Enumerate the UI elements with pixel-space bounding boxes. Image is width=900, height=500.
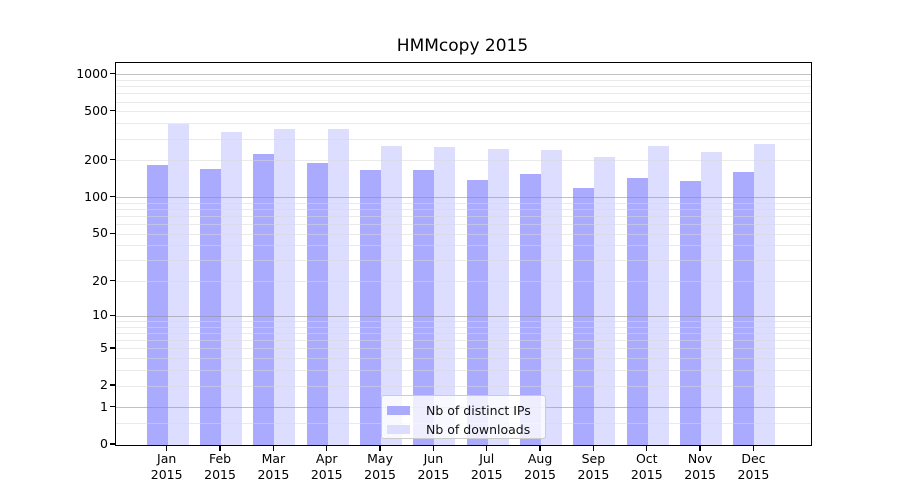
y-tick-label: 0 (100, 436, 108, 451)
bar-downloads-nov-2015 (701, 152, 723, 445)
x-tick-label: Jan 2015 (150, 451, 183, 482)
x-tick-label: Mar 2015 (257, 451, 290, 482)
y-tick-mark (109, 314, 115, 317)
legend-item-distinct-ips: Nb of distinct IPs (387, 401, 545, 420)
y-tick-label: 1 (100, 398, 108, 414)
x-tick-label: Dec 2015 (737, 451, 770, 482)
x-tick-label: Oct 2015 (630, 451, 663, 482)
x-tick-label: Sep 2015 (577, 451, 610, 482)
bars-layer (116, 63, 811, 445)
x-tick-mark (646, 445, 648, 451)
bar-distinct-ips-apr-2015 (306, 162, 328, 445)
y-tick-mark (109, 406, 115, 408)
y-tick-label: 20 (92, 272, 108, 288)
y-tick-label: 100 (84, 188, 108, 204)
bar-distinct-ips-aug-2015 (520, 174, 542, 445)
x-tick-mark (432, 445, 435, 451)
plot-area: Nb of distinct IPs Nb of downloads (115, 62, 812, 446)
legend-swatch-downloads (387, 424, 410, 435)
bar-distinct-ips-mar-2015 (253, 154, 275, 445)
bar-downloads-oct-2015 (647, 145, 669, 445)
bar-distinct-ips-jun-2015 (413, 169, 435, 445)
x-tick-mark (752, 445, 755, 451)
bar-downloads-mar-2015 (274, 129, 296, 445)
x-tick-mark (272, 445, 275, 451)
x-tick-label: Nov 2015 (684, 451, 716, 482)
bar-downloads-apr-2015 (327, 129, 349, 445)
bar-distinct-ips-jan-2015 (146, 164, 168, 445)
legend-item-downloads: Nb of downloads (387, 420, 545, 439)
legend-label-distinct-ips: Nb of distinct IPs (426, 403, 531, 418)
x-tick-mark (326, 445, 328, 451)
x-tick-mark (486, 445, 488, 451)
x-tick-mark (539, 445, 541, 451)
x-tick-mark (699, 445, 701, 451)
x-tick-label: Feb 2015 (204, 451, 236, 482)
bar-downloads-dec-2015 (754, 143, 776, 445)
y-tick-mark (109, 443, 115, 445)
x-tick-mark (592, 445, 595, 451)
legend-swatch-distinct-ips (387, 405, 410, 416)
bar-distinct-ips-feb-2015 (200, 168, 222, 445)
legend: Nb of distinct IPs Nb of downloads (381, 395, 546, 439)
y-tick-label: 500 (84, 102, 108, 118)
x-tick-label: May 2015 (364, 451, 396, 482)
x-tick-label: Jul 2015 (470, 451, 503, 482)
y-tick-mark (109, 110, 115, 112)
y-tick-mark (109, 195, 115, 198)
bar-downloads-sep-2015 (594, 157, 616, 445)
y-tick-mark (109, 347, 115, 349)
y-tick-mark (109, 384, 115, 386)
y-tick-label: 2 (100, 377, 108, 393)
y-tick-label: 1000 (76, 65, 108, 81)
x-tick-label: Jun 2015 (417, 451, 450, 482)
x-tick-mark (379, 445, 381, 451)
x-tick-mark (219, 445, 221, 451)
chart-title: HMMcopy 2015 (396, 36, 529, 56)
y-tick-mark (109, 159, 115, 161)
bar-downloads-feb-2015 (221, 132, 243, 445)
y-tick-label: 5 (100, 339, 108, 355)
bar-distinct-ips-sep-2015 (573, 188, 595, 445)
x-tick-mark (166, 445, 168, 451)
y-tick-label: 10 (92, 307, 108, 323)
x-tick-label: Aug 2015 (524, 451, 556, 482)
bar-distinct-ips-may-2015 (360, 169, 382, 445)
y-tick-label: 200 (84, 151, 108, 167)
bar-distinct-ips-nov-2015 (680, 180, 702, 445)
y-tick-mark (109, 232, 115, 234)
bar-downloads-aug-2015 (541, 149, 563, 445)
legend-label-downloads: Nb of downloads (426, 422, 531, 437)
bar-distinct-ips-dec-2015 (733, 171, 755, 445)
y-tick-mark (109, 280, 115, 282)
bar-downloads-jan-2015 (167, 123, 189, 445)
y-tick-mark (109, 73, 115, 75)
x-tick-label: Apr 2015 (310, 451, 343, 482)
y-tick-label: 50 (92, 225, 108, 241)
bar-distinct-ips-oct-2015 (626, 177, 648, 445)
